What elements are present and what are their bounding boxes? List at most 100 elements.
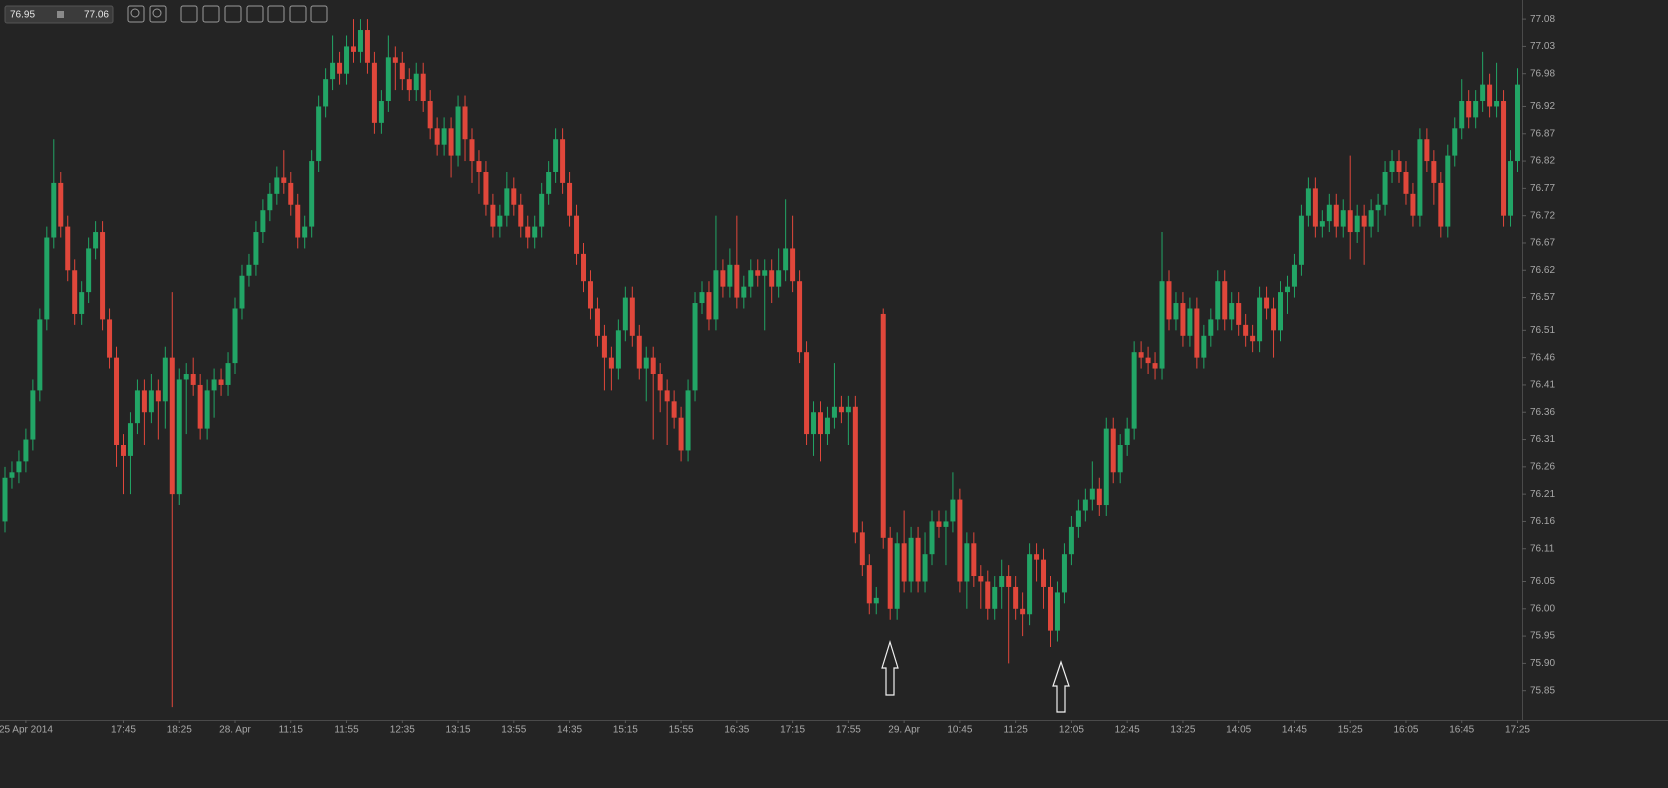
candle-body xyxy=(1284,286,1290,293)
candle-body xyxy=(420,73,426,102)
y-tick-label: 77.08 xyxy=(1530,14,1555,25)
candle-body xyxy=(964,543,970,582)
fit-button[interactable] xyxy=(246,5,264,23)
candle-body xyxy=(462,106,468,140)
candle-body xyxy=(539,193,545,227)
candle-body xyxy=(1222,281,1228,320)
candle-body xyxy=(1027,554,1033,615)
candle-body xyxy=(1403,171,1409,194)
candle-body xyxy=(378,101,384,123)
chart-type-button[interactable] xyxy=(202,5,220,23)
candle-body xyxy=(817,412,823,435)
candle-body xyxy=(1312,188,1318,227)
x-tick-label: 15:25 xyxy=(1338,725,1363,736)
candle-body xyxy=(1264,297,1270,309)
candle-body xyxy=(23,439,29,462)
candle-body xyxy=(399,62,405,80)
candle-body xyxy=(1514,84,1520,162)
candle-body xyxy=(44,237,50,320)
candle-body xyxy=(838,406,844,413)
candle-body xyxy=(1389,161,1395,172)
candle-body xyxy=(323,79,329,107)
candle-body xyxy=(364,30,370,63)
y-tick-label: 76.05 xyxy=(1530,576,1555,587)
candle-body xyxy=(197,384,203,429)
candle-body xyxy=(741,286,747,298)
zoom-out-button[interactable] xyxy=(127,5,145,23)
candle-body xyxy=(615,330,621,369)
candle-body xyxy=(274,177,280,194)
y-tick-label: 76.26 xyxy=(1530,461,1555,472)
x-tick-label: 17:15 xyxy=(780,725,805,736)
candle-body xyxy=(922,554,928,582)
candle-body xyxy=(1208,319,1214,336)
interval-button[interactable] xyxy=(180,5,198,23)
candle-body xyxy=(260,210,266,233)
candle-body xyxy=(769,270,775,287)
candle-body xyxy=(371,62,377,123)
candle-body xyxy=(1347,210,1353,233)
candle-body xyxy=(337,62,343,74)
candle-body xyxy=(587,281,593,309)
candle-body xyxy=(134,390,140,424)
y-tick-label: 76.92 xyxy=(1530,101,1555,112)
indicators-button[interactable] xyxy=(224,5,242,23)
candle-body xyxy=(643,357,649,369)
y-tick-label: 76.62 xyxy=(1530,265,1555,276)
y-tick-label: 76.87 xyxy=(1530,128,1555,139)
candle-body xyxy=(100,232,106,320)
candle-body xyxy=(1089,488,1095,500)
candle-body xyxy=(1013,586,1019,609)
candle-body xyxy=(1271,308,1277,331)
candle-body xyxy=(1152,363,1158,369)
candle-body xyxy=(1417,139,1423,216)
candle-body xyxy=(302,226,308,238)
y-tick-label: 76.98 xyxy=(1530,68,1555,79)
candle-body xyxy=(546,171,552,194)
candle-body xyxy=(1250,335,1256,342)
candle-body xyxy=(943,521,949,527)
y-tick-label: 76.36 xyxy=(1530,407,1555,418)
edit-button[interactable] xyxy=(289,5,307,23)
x-tick-label: 11:55 xyxy=(334,725,359,736)
x-tick-label: 12:45 xyxy=(1115,725,1140,736)
candle-body xyxy=(581,253,587,282)
range-handle[interactable] xyxy=(57,11,64,18)
candle-body xyxy=(1410,193,1416,216)
candle-body xyxy=(309,161,315,227)
candle-body xyxy=(866,565,872,604)
candle-body xyxy=(406,79,412,91)
candle-body xyxy=(344,46,350,74)
candle-body xyxy=(253,232,259,265)
candle-body xyxy=(1291,264,1297,287)
candle-body xyxy=(232,308,238,364)
candle-body xyxy=(357,30,363,52)
x-tick-label: 12:35 xyxy=(390,725,415,736)
candle-body xyxy=(176,379,182,495)
candle-body xyxy=(86,248,92,293)
copy-button[interactable] xyxy=(267,5,285,23)
candle-body xyxy=(1494,101,1500,107)
candle-body xyxy=(1368,210,1374,227)
x-tick-label: 12:05 xyxy=(1059,725,1084,736)
x-tick-label: 16:45 xyxy=(1449,725,1474,736)
candle-body xyxy=(985,581,991,609)
zoom-in-button[interactable] xyxy=(149,5,167,23)
candle-body xyxy=(755,270,761,276)
y-tick-label: 76.21 xyxy=(1530,489,1555,500)
x-tick-label: 14:05 xyxy=(1226,725,1251,736)
y-tick-label: 76.31 xyxy=(1530,434,1555,445)
candle-body xyxy=(1354,215,1360,233)
x-tick-label: 25 Apr 2014 xyxy=(0,725,53,736)
candle-body xyxy=(727,264,733,287)
candle-body xyxy=(560,139,566,183)
y-tick-label: 75.95 xyxy=(1530,631,1555,642)
draw-button[interactable] xyxy=(310,5,328,23)
candle-body xyxy=(1187,308,1193,336)
candle-body xyxy=(392,57,398,63)
candle-body xyxy=(51,182,57,238)
candle-body xyxy=(692,303,698,391)
candle-body xyxy=(1103,428,1109,506)
candle-body xyxy=(1501,101,1507,216)
